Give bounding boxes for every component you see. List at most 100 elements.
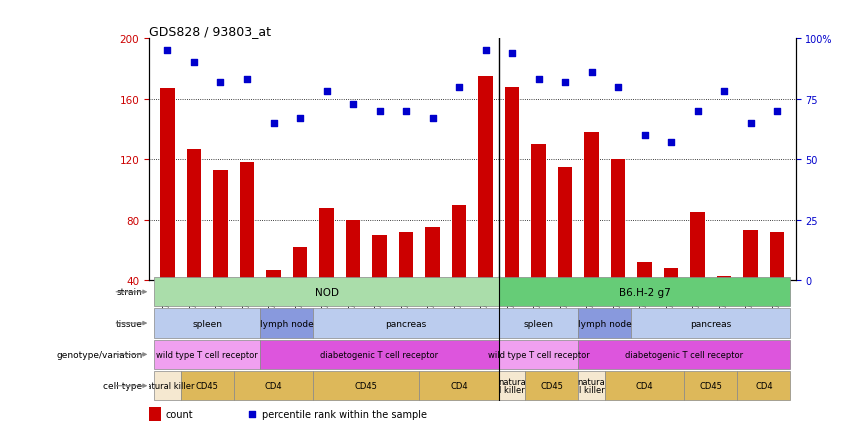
- Text: CD4: CD4: [265, 381, 283, 390]
- Bar: [684, 371, 737, 401]
- Bar: [579, 340, 791, 369]
- Bar: [505, 87, 519, 281]
- Point: [691, 108, 705, 115]
- Bar: [737, 371, 791, 401]
- Point: [294, 115, 307, 122]
- Point: [505, 50, 519, 57]
- Text: pancreas: pancreas: [386, 319, 426, 328]
- Point: [346, 101, 360, 108]
- Text: lymph node: lymph node: [260, 319, 314, 328]
- Text: genotype/variation: genotype/variation: [56, 350, 142, 359]
- Bar: [266, 270, 281, 281]
- Text: spleen: spleen: [523, 319, 553, 328]
- Bar: [149, 407, 161, 421]
- Text: CD45: CD45: [700, 381, 722, 390]
- Bar: [637, 263, 652, 281]
- Point: [558, 79, 572, 86]
- Bar: [585, 133, 599, 281]
- Point: [266, 120, 280, 127]
- Bar: [499, 340, 579, 369]
- Text: spleen: spleen: [192, 319, 222, 328]
- Point: [187, 60, 201, 67]
- Bar: [426, 228, 440, 281]
- Bar: [525, 371, 579, 401]
- Text: CD4: CD4: [450, 381, 468, 390]
- Point: [665, 140, 678, 147]
- Text: diabetogenic T cell receptor: diabetogenic T cell receptor: [321, 350, 438, 359]
- Bar: [154, 340, 260, 369]
- Point: [585, 69, 598, 76]
- Text: CD45: CD45: [540, 381, 563, 390]
- Point: [770, 108, 784, 115]
- Text: GDS828 / 93803_at: GDS828 / 93803_at: [149, 25, 271, 38]
- Text: tissue: tissue: [116, 319, 142, 328]
- Text: strain: strain: [117, 288, 142, 296]
- Text: diabetogenic T cell receptor: diabetogenic T cell receptor: [625, 350, 744, 359]
- Bar: [579, 371, 605, 401]
- Text: CD4: CD4: [755, 381, 773, 390]
- Bar: [478, 77, 493, 281]
- Point: [717, 89, 731, 96]
- Text: cell type: cell type: [103, 381, 142, 390]
- Bar: [313, 309, 499, 338]
- Point: [161, 48, 174, 55]
- Bar: [499, 371, 525, 401]
- Bar: [214, 171, 228, 281]
- Point: [399, 108, 413, 115]
- Text: NOD: NOD: [315, 287, 339, 297]
- Text: percentile rank within the sample: percentile rank within the sample: [262, 409, 427, 419]
- Text: lymph node: lymph node: [578, 319, 631, 328]
- Text: wild type T cell receptor: wild type T cell receptor: [488, 350, 590, 359]
- Bar: [717, 276, 731, 281]
- Point: [452, 84, 465, 91]
- Text: count: count: [165, 409, 192, 419]
- Bar: [399, 233, 414, 281]
- Point: [611, 84, 625, 91]
- Bar: [611, 160, 625, 281]
- Text: natura
l killer: natura l killer: [498, 377, 526, 395]
- Text: CD45: CD45: [196, 381, 219, 390]
- Bar: [186, 149, 202, 281]
- Bar: [260, 309, 313, 338]
- Bar: [499, 277, 791, 307]
- Bar: [372, 236, 387, 281]
- Bar: [499, 309, 579, 338]
- Bar: [743, 231, 758, 281]
- Bar: [690, 213, 705, 281]
- Text: B6.H-2 g7: B6.H-2 g7: [619, 287, 671, 297]
- Bar: [154, 371, 180, 401]
- Point: [532, 77, 545, 84]
- Bar: [452, 205, 466, 281]
- Bar: [260, 340, 499, 369]
- Point: [744, 120, 757, 127]
- Bar: [605, 371, 684, 401]
- Bar: [664, 269, 678, 281]
- Point: [240, 77, 254, 84]
- Point: [637, 132, 651, 139]
- Bar: [346, 220, 360, 281]
- Point: [479, 48, 493, 55]
- Text: natural killer: natural killer: [140, 381, 194, 390]
- Text: natura
l killer: natura l killer: [578, 377, 605, 395]
- Bar: [240, 163, 254, 281]
- Point: [373, 108, 386, 115]
- Bar: [154, 277, 499, 307]
- Bar: [579, 309, 631, 338]
- Point: [214, 79, 227, 86]
- Bar: [557, 168, 573, 281]
- Bar: [631, 309, 791, 338]
- Text: CD4: CD4: [636, 381, 654, 390]
- Bar: [319, 208, 334, 281]
- Bar: [770, 233, 785, 281]
- Bar: [313, 371, 420, 401]
- Bar: [160, 89, 174, 281]
- Bar: [293, 247, 307, 281]
- Point: [320, 89, 334, 96]
- Bar: [531, 145, 545, 281]
- Point: [426, 115, 439, 122]
- Point: [246, 411, 260, 418]
- Bar: [234, 371, 313, 401]
- Bar: [180, 371, 234, 401]
- Bar: [154, 309, 260, 338]
- Bar: [420, 371, 499, 401]
